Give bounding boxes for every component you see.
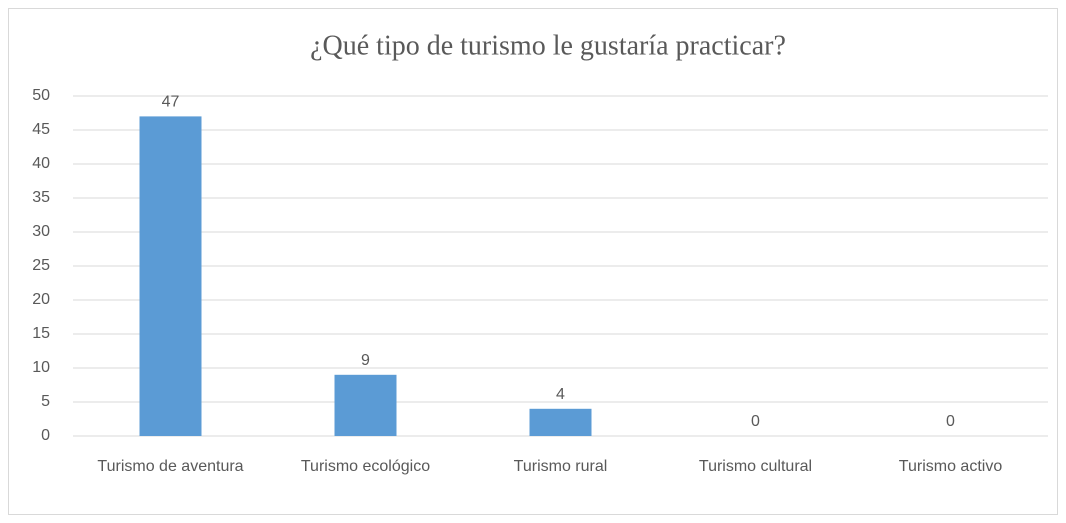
y-tick-label: 40 <box>32 155 50 172</box>
data-label: 4 <box>556 386 565 403</box>
data-label: 0 <box>946 413 955 430</box>
y-tick-label: 35 <box>32 189 50 206</box>
bar <box>529 408 592 436</box>
chart-title: ¿Qué tipo de turismo le gustaría practic… <box>310 30 786 61</box>
y-tick-label: 20 <box>32 291 50 308</box>
data-label: 0 <box>751 413 760 430</box>
data-label: 47 <box>162 94 180 111</box>
y-tick-label: 10 <box>32 359 50 376</box>
data-label: 9 <box>361 352 370 369</box>
y-tick-label: 50 <box>32 87 50 104</box>
x-tick-label: Turismo ecológico <box>301 458 430 475</box>
bar <box>139 116 202 437</box>
x-tick-label: Turismo cultural <box>699 458 812 475</box>
y-tick-label: 0 <box>41 427 50 444</box>
y-tick-label: 45 <box>32 121 50 138</box>
x-tick-label: Turismo activo <box>899 458 1003 475</box>
y-tick-label: 25 <box>32 257 50 274</box>
x-tick-label: Turismo rural <box>514 458 608 475</box>
bar <box>334 374 397 436</box>
y-tick-label: 15 <box>32 325 50 342</box>
y-tick-label: 5 <box>41 393 50 410</box>
y-tick-label: 30 <box>32 223 50 240</box>
x-tick-label: Turismo de aventura <box>97 458 243 475</box>
